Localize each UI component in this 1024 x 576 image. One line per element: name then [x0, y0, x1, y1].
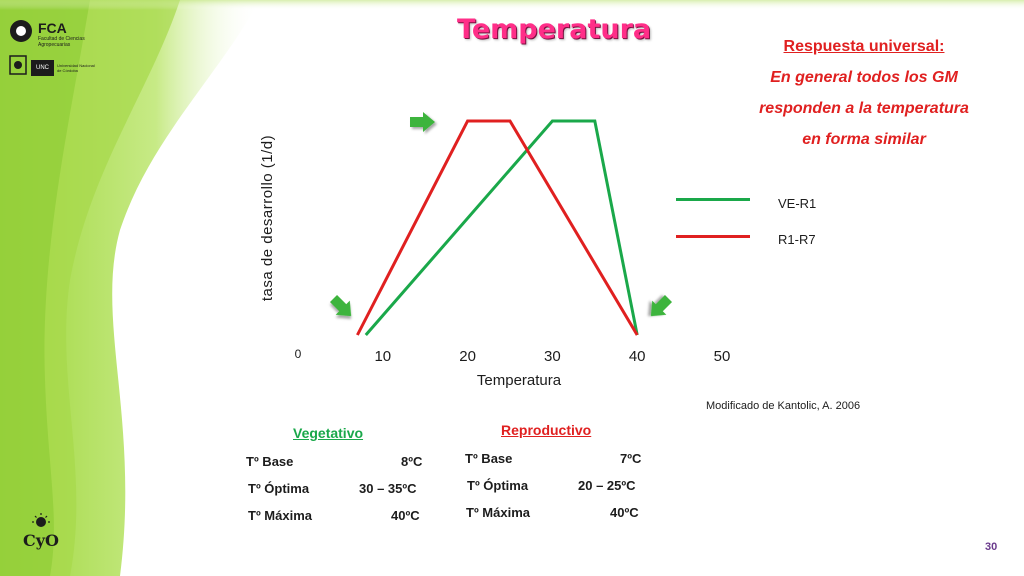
page-number: 30	[985, 541, 998, 553]
note-heading: Respuesta universal:	[783, 38, 945, 55]
vegetativo-label: Tº Base	[246, 454, 294, 469]
y-axis-label: tasa de desarrollo (1/d)	[259, 135, 276, 301]
legend-swatch-ve-r1	[676, 198, 750, 201]
legend-label-ve-r1: VE-R1	[778, 196, 817, 211]
cyo-logo: CyO	[16, 512, 66, 567]
universal-response-note: Respuesta universal: En general todos lo…	[728, 38, 1000, 149]
reproductivo-value: 20 – 25ºC	[578, 478, 636, 493]
arrow-right-icon	[410, 112, 435, 132]
x-tick-label: 0	[295, 347, 302, 361]
vegetativo-title: Vegetativo	[293, 425, 364, 441]
reproductivo-label: Tº Óptima	[467, 478, 529, 493]
x-tick-label: 40	[629, 348, 646, 365]
unc-logo-text: UNC	[31, 59, 54, 76]
fca-logo-text: FCA	[38, 19, 67, 36]
note-line: en forma similar	[802, 131, 926, 148]
fca-logo: FCA Facultad de Ciencias Agropecuarias	[8, 18, 98, 49]
vegetativo-value: 30 – 35ºC	[359, 481, 417, 496]
x-tick-label: 50	[714, 348, 731, 365]
vegetativo-label: Tº Óptima	[248, 481, 310, 496]
institution-logos: FCA Facultad de Ciencias Agropecuarias U…	[8, 18, 98, 80]
vegetativo-value: 8ºC	[401, 454, 423, 469]
x-axis-label: Temperatura	[477, 372, 562, 389]
x-tick-label: 10	[374, 348, 391, 365]
unc-logo-subtext: Universidad Nacional de Córdoba	[57, 62, 95, 73]
x-tick-label: 20	[459, 348, 476, 365]
x-tick-label: 30	[544, 348, 561, 365]
cyo-sun-icon: CyO	[23, 513, 59, 550]
cyo-logo-text: CyO	[23, 531, 59, 550]
reproductivo-value: 7ºC	[620, 451, 642, 466]
legend-label-r1-r7: R1-R7	[778, 232, 816, 247]
vegetativo-label: Tº Máxima	[248, 508, 312, 523]
reproductivo-label: Tº Máxima	[466, 505, 530, 520]
reproductivo-title: Reproductivo	[501, 422, 592, 438]
reproductivo-value: 40ºC	[610, 505, 639, 520]
unc-crest-icon	[8, 55, 28, 80]
unc-logo: UNC Universidad Nacional de Córdoba	[8, 55, 98, 80]
vegetativo-value: 40ºC	[391, 508, 420, 523]
arrow-down-left-icon	[650, 294, 673, 317]
fca-emblem-icon	[8, 18, 34, 49]
note-line: responden a la temperatura	[759, 100, 969, 117]
legend-swatch-r1-r7	[676, 235, 750, 238]
series-line-ve-r1	[364, 119, 639, 336]
series-line-r1-r7	[356, 119, 639, 336]
page-title: Temperatura	[457, 14, 652, 45]
note-line: En general todos los GM	[770, 69, 958, 86]
source-citation: Modificado de Kantolic, A. 2006	[706, 400, 861, 412]
fca-logo-subtext: Facultad de Ciencias Agropecuarias	[38, 35, 85, 48]
arrow-down-right-icon	[329, 294, 352, 317]
reproductivo-label: Tº Base	[465, 451, 513, 466]
